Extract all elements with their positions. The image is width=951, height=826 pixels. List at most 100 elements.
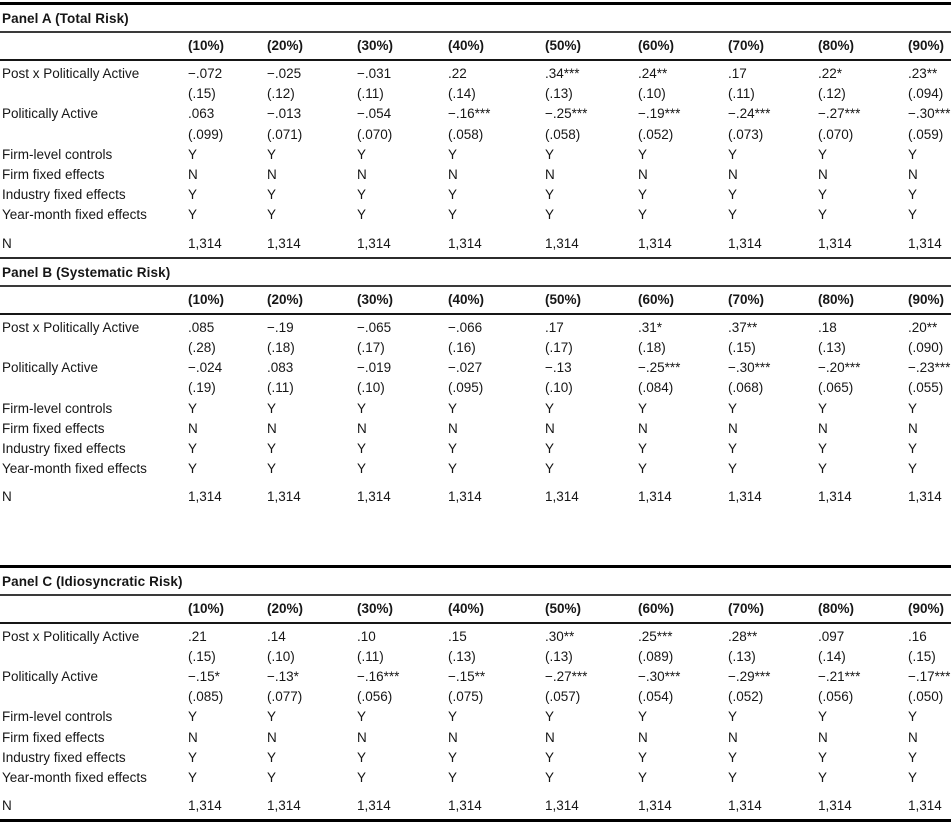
flag-cell: N — [545, 729, 555, 745]
observations-cell: 1,314 — [357, 798, 391, 814]
flag-cell: Y — [728, 749, 738, 765]
flag-cell: N — [545, 167, 555, 183]
flag-cell: N — [267, 167, 277, 183]
flag-cell: Y — [357, 207, 367, 223]
row-label — [0, 84, 188, 104]
quantile-column-header: (50%) — [545, 595, 638, 624]
flag-cell: Y — [818, 187, 828, 203]
flag-cell: N — [908, 167, 918, 183]
observations-cell: 1,314 — [188, 235, 222, 251]
coefficient-cell: .17 — [545, 319, 564, 335]
standard-error-cell: (.10) — [545, 380, 573, 396]
coefficient-cell: −.13 — [545, 360, 572, 376]
row-label: Firm fixed effects — [2, 420, 105, 436]
standard-error-cell: (.18) — [638, 340, 666, 356]
observations-cell: 1,314 — [638, 235, 672, 251]
standard-error-cell: (.094) — [908, 86, 944, 102]
row-label: N — [2, 489, 12, 505]
row-label: Industry fixed effects — [2, 187, 126, 203]
observations-cell: 1,314 — [448, 489, 482, 505]
row-label — [0, 647, 188, 667]
coefficient-cell: .14 — [267, 628, 286, 644]
standard-error-cell: (.077) — [267, 689, 303, 705]
coefficient-cell: .30** — [545, 628, 575, 644]
coefficient-cell: .085 — [188, 319, 215, 335]
flag-cell: Y — [818, 749, 828, 765]
panel-table: (10%) (20%) (30%) (40%) (50%) (60%) (70%) (80%)… — [0, 33, 951, 257]
observations-cell: 1,314 — [638, 489, 672, 505]
flag-cell: Y — [638, 770, 648, 786]
flag-cell: Y — [908, 709, 918, 725]
flag-cell: Y — [908, 770, 918, 786]
flag-cell: Y — [448, 441, 458, 457]
quantile-column-header: (20%) — [267, 595, 357, 624]
flag-cell: Y — [267, 400, 277, 416]
standard-error-cell: (.12) — [267, 86, 295, 102]
flag-cell: Y — [545, 187, 555, 203]
flag-cell: N — [448, 729, 458, 745]
quantile-column-header: (80%) — [818, 33, 908, 61]
flag-cell: Y — [638, 709, 648, 725]
coefficient-cell: −.30*** — [908, 106, 951, 122]
flag-cell: Y — [448, 146, 458, 162]
header-label-spacer — [0, 33, 188, 61]
row-firm-fixed-effects: Firm fixed effects N N N N N N N N N — [0, 728, 951, 748]
observations-cell: 1,314 — [448, 798, 482, 814]
coefficient-cell: −.30*** — [728, 360, 771, 376]
flag-cell: N — [908, 729, 918, 745]
flag-cell: N — [357, 729, 367, 745]
coefficient-cell: .34*** — [545, 66, 580, 81]
row-label: Year-month fixed effects — [2, 207, 147, 223]
flag-cell: Y — [448, 461, 458, 477]
observations-cell: 1,314 — [818, 489, 852, 505]
row-politically-active: Politically Active −.15* −.13* −.16*** −.15*… — [0, 667, 951, 687]
standard-error-cell: (.099) — [188, 126, 224, 142]
coefficient-cell: −.027 — [448, 360, 483, 376]
quantile-column-header: (10%) — [188, 286, 267, 315]
coefficient-cell: −.15* — [188, 669, 220, 685]
row-label: N — [2, 798, 12, 814]
row-firm-level-controls: Firm-level controls Y Y Y Y Y Y Y Y Y — [0, 145, 951, 165]
panel-table: (10%) (20%) (30%) (40%) (50%) (60%) (70%) (80%)… — [0, 595, 951, 820]
row-label: Post x Politically Active — [2, 319, 140, 335]
coefficient-cell: −.072 — [188, 66, 223, 81]
flag-cell: Y — [545, 770, 555, 786]
standard-error-cell: (.11) — [267, 380, 294, 396]
flag-cell: Y — [545, 749, 555, 765]
standard-error-cell: (.15) — [728, 340, 756, 356]
flag-cell: Y — [357, 770, 367, 786]
row-label: Firm fixed effects — [2, 167, 105, 183]
coefficient-cell: −.24*** — [728, 106, 771, 122]
row-label: Firm-level controls — [2, 400, 113, 416]
coefficient-cell: −.15** — [448, 669, 486, 685]
panel-title: Panel A (Total Risk) — [0, 5, 951, 33]
coefficient-cell: −.065 — [357, 319, 392, 335]
standard-error-cell: (.058) — [448, 126, 484, 142]
observations-cell: 1,314 — [638, 798, 672, 814]
observations-cell: 1,314 — [357, 235, 391, 251]
row-standard-error: (.28) (.18) (.17) (.16) (.17) (.18) (.15) (.13)… — [0, 338, 951, 358]
standard-error-cell: (.089) — [638, 648, 674, 664]
standard-error-cell: (.058) — [545, 126, 581, 142]
standard-error-cell: (.090) — [908, 340, 944, 356]
coefficient-cell: .21 — [188, 628, 207, 644]
flag-cell: Y — [908, 749, 918, 765]
quantile-column-header: (40%) — [448, 595, 545, 624]
flag-cell: Y — [728, 207, 738, 223]
row-label: N — [2, 235, 12, 251]
coefficient-cell: −.25*** — [638, 360, 681, 376]
standard-error-cell: (.28) — [188, 340, 216, 356]
observations-cell: 1,314 — [267, 798, 301, 814]
row-label: Firm-level controls — [2, 146, 113, 162]
row-label: Industry fixed effects — [2, 441, 126, 457]
standard-error-cell: (.19) — [188, 380, 216, 396]
coefficient-cell: −.20*** — [818, 360, 861, 376]
quantile-column-header: (70%) — [728, 33, 818, 61]
flag-cell: Y — [638, 187, 648, 203]
flag-cell: Y — [357, 709, 367, 725]
flag-cell: N — [267, 420, 277, 436]
standard-error-cell: (.095) — [448, 380, 484, 396]
row-label — [0, 125, 188, 145]
row-standard-error: (.15) (.10) (.11) (.13) (.13) (.089) (.13) (.14… — [0, 647, 951, 667]
row-n: N 1,314 1,314 1,314 1,314 1,314 1,314 1,314 1,31… — [0, 226, 951, 257]
